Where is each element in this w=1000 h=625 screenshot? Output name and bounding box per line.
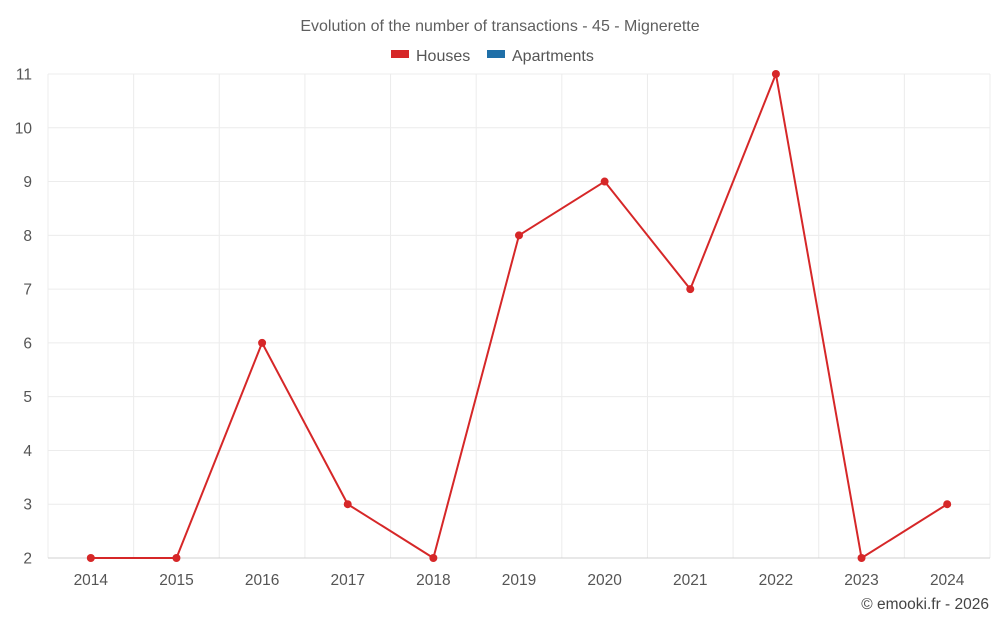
x-axis-ticks: 2014 2015 2016 2017 2018 2019 2020 2021 2022 2023… <box>74 572 965 589</box>
credit-text: © emooki.fr - 2026 <box>861 596 989 613</box>
y-axis-ticks: 2 3 4 5 6 7 8 9 10 11 <box>15 67 33 568</box>
x-tick-label: 2016 <box>245 572 279 589</box>
data-point[interactable] <box>857 554 866 562</box>
y-tick-label: 7 <box>23 282 32 299</box>
x-tick-label: 2023 <box>844 572 878 589</box>
data-point[interactable] <box>515 231 523 240</box>
legend-swatch-houses <box>391 50 409 58</box>
x-tick-label: 2022 <box>759 572 793 589</box>
data-point[interactable] <box>343 500 352 509</box>
data-point[interactable] <box>86 554 95 562</box>
y-tick-label: 10 <box>15 120 33 137</box>
data-point[interactable] <box>686 285 695 294</box>
y-tick-label: 5 <box>23 389 32 406</box>
y-tick-label: 3 <box>23 497 32 514</box>
y-tick-label: 4 <box>23 443 32 460</box>
data-point[interactable] <box>600 177 609 186</box>
legend-label-houses[interactable]: Houses <box>416 48 470 65</box>
y-tick-label: 9 <box>23 174 32 191</box>
x-tick-label: 2020 <box>587 572 622 589</box>
series-layer <box>86 70 952 562</box>
legend-swatch-apartments <box>487 50 505 58</box>
legend: Houses Apartments <box>391 48 594 65</box>
y-tick-label: 11 <box>16 67 32 84</box>
data-point[interactable] <box>258 338 267 347</box>
x-tick-label: 2019 <box>502 572 536 589</box>
x-tick-label: 2015 <box>159 572 193 589</box>
x-tick-label: 2017 <box>330 572 364 589</box>
legend-label-apartments[interactable]: Apartments <box>512 48 594 65</box>
x-tick-label: 2018 <box>416 572 450 589</box>
x-tick-label: 2024 <box>930 572 965 589</box>
y-tick-label: 8 <box>23 228 32 245</box>
chart-title: Evolution of the number of transactions … <box>300 18 699 35</box>
x-tick-label: 2014 <box>74 572 109 589</box>
data-point[interactable] <box>943 500 952 509</box>
y-tick-label: 2 <box>23 551 32 568</box>
grid <box>47 73 991 559</box>
data-point[interactable] <box>172 554 181 562</box>
data-point[interactable] <box>429 554 438 562</box>
x-tick-label: 2021 <box>673 572 707 589</box>
y-tick-label: 6 <box>23 335 32 352</box>
data-point[interactable] <box>771 70 780 78</box>
